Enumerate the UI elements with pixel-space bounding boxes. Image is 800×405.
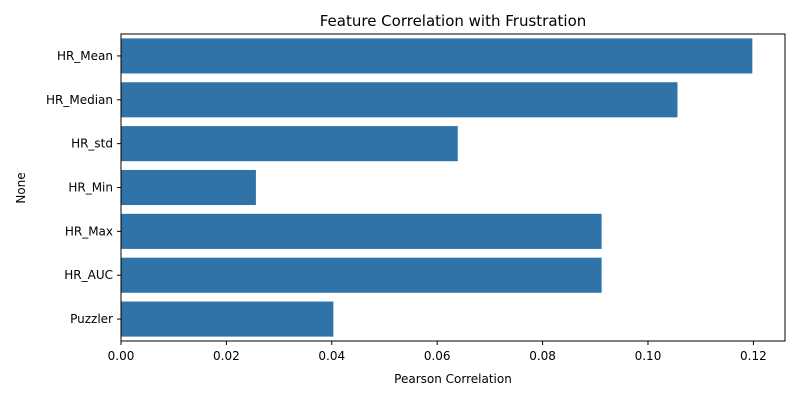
x-tick-label: 0.00 xyxy=(108,349,135,363)
x-axis-ticks: 0.00 0.02 0.04 0.06 0.08 0.10 0.12 xyxy=(108,341,767,363)
x-tick-label: 0.12 xyxy=(740,349,767,363)
bar-hr-max xyxy=(121,213,602,249)
bar-hr-median xyxy=(121,82,678,118)
bar-hr-min xyxy=(121,169,256,206)
x-tick-label: 0.10 xyxy=(635,349,662,363)
bar-hr-mean xyxy=(121,38,753,74)
x-tick-label: 0.06 xyxy=(424,349,451,363)
y-axis-ticks: HR_Mean HR_Median HR_std HR_Min HR_Max HR_AUC… xyxy=(46,49,121,326)
bar-hr-std xyxy=(121,126,458,162)
y-axis-label: None xyxy=(14,172,28,203)
y-tick-label: HR_AUC xyxy=(64,268,113,282)
x-tick-label: 0.08 xyxy=(529,349,556,363)
chart-title: Feature Correlation with Frustration xyxy=(320,12,587,30)
y-tick-label: HR_std xyxy=(71,137,113,151)
y-tick-label: Puzzler xyxy=(70,312,113,326)
y-tick-label: HR_Min xyxy=(68,181,113,195)
plot-frame xyxy=(120,33,786,342)
bar-puzzler xyxy=(121,301,334,337)
x-tick-label: 0.02 xyxy=(213,349,240,363)
x-axis-label: Pearson Correlation xyxy=(394,372,512,386)
x-tick-label: 0.04 xyxy=(318,349,345,363)
bar-hr-auc xyxy=(121,257,602,293)
y-tick-label: HR_Median xyxy=(46,93,113,107)
bars-group xyxy=(121,38,753,337)
y-tick-label: HR_Mean xyxy=(57,49,113,63)
y-tick-label: HR_Max xyxy=(65,224,113,238)
